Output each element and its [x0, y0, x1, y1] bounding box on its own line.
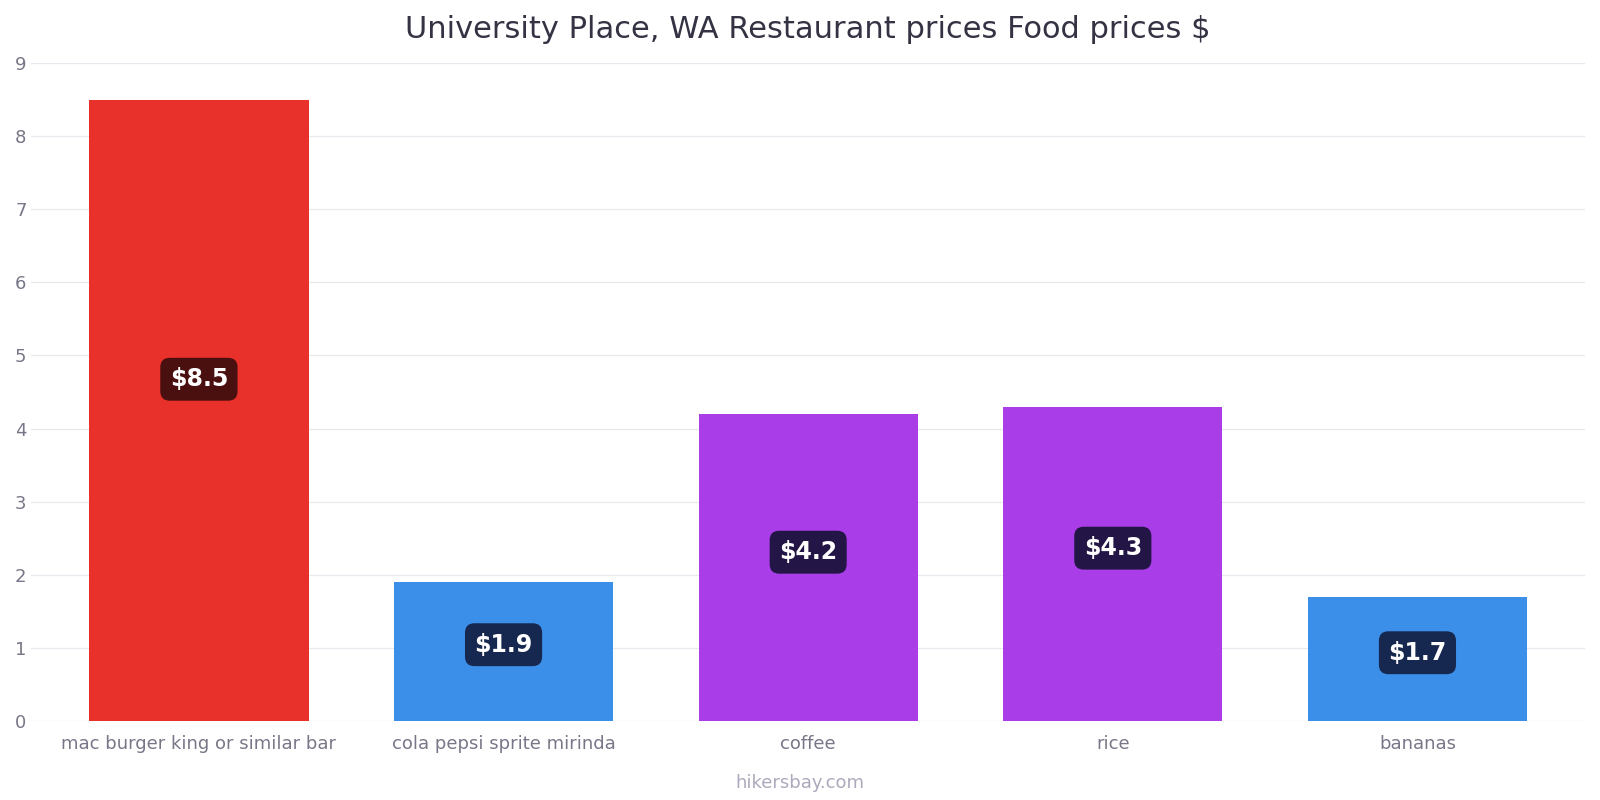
- Text: $4.3: $4.3: [1083, 536, 1142, 560]
- Text: hikersbay.com: hikersbay.com: [736, 774, 864, 792]
- Text: $4.2: $4.2: [779, 540, 837, 564]
- Bar: [1307, 597, 1526, 721]
- Title: University Place, WA Restaurant prices Food prices $: University Place, WA Restaurant prices F…: [405, 15, 1211, 44]
- Text: $8.5: $8.5: [170, 367, 229, 391]
- Bar: [699, 414, 918, 721]
- Text: $1.7: $1.7: [1389, 641, 1446, 665]
- Bar: [394, 582, 613, 721]
- Bar: [90, 99, 309, 721]
- Text: $1.9: $1.9: [475, 633, 533, 657]
- Bar: [1003, 406, 1222, 721]
